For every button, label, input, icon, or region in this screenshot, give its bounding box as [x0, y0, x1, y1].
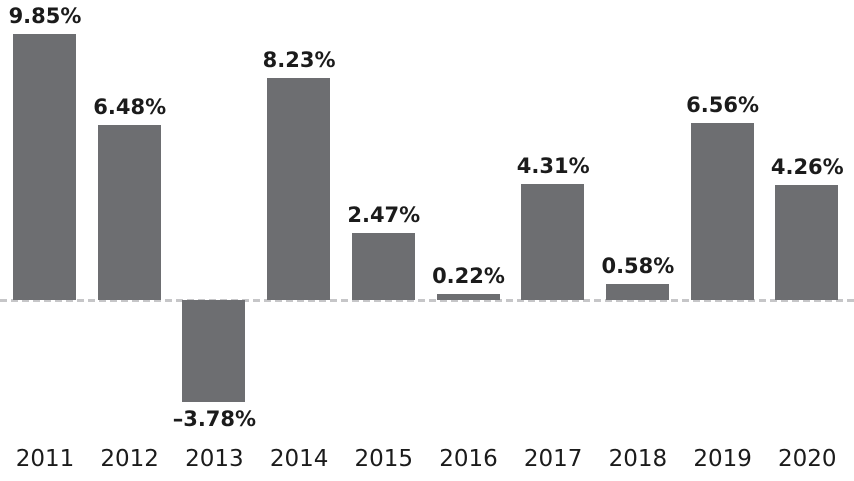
x-axis-tick-label: 2011 — [15, 446, 75, 472]
bar — [182, 300, 246, 402]
zero-baseline — [0, 299, 854, 302]
bar-value-label: 6.56% — [686, 92, 760, 117]
bar — [775, 185, 839, 300]
bar — [521, 184, 585, 300]
bar — [267, 78, 331, 300]
bar-column: –3.78% 2013 — [173, 0, 256, 481]
x-axis-tick-label: 2014 — [269, 446, 329, 472]
bar — [436, 294, 500, 300]
bar-column: 4.26% 2020 — [771, 0, 844, 481]
bar-value-label: 8.23% — [262, 47, 336, 72]
bar — [351, 233, 415, 300]
bar — [605, 284, 669, 300]
bar — [13, 34, 76, 300]
bar-value-label: 6.48% — [93, 94, 167, 119]
bar-column: 8.23% 2014 — [263, 0, 336, 481]
bar-value-label: 4.26% — [770, 154, 844, 179]
bar-value-label: 9.85% — [8, 3, 82, 28]
x-axis-tick-label: 2013 — [185, 446, 244, 472]
x-axis-tick-label: 2016 — [439, 446, 498, 472]
bar — [690, 123, 754, 300]
bar-value-label: 4.31% — [516, 153, 590, 178]
x-axis-tick-label: 2015 — [354, 446, 414, 472]
bar-column: 6.48% 2012 — [93, 0, 166, 481]
x-axis-tick-label: 2018 — [608, 446, 668, 472]
bar-column: 9.85% 2011 — [9, 0, 82, 481]
x-axis-tick-label: 2017 — [523, 446, 583, 472]
x-axis-tick-label: 2012 — [100, 446, 159, 472]
bar-column: 6.56% 2019 — [686, 0, 759, 481]
bar-value-label: –3.78% — [172, 407, 257, 431]
x-axis-tick-label: 2019 — [693, 446, 752, 472]
bar-column: 2.47% 2015 — [347, 0, 420, 481]
bar-value-label: 2.47% — [347, 202, 421, 227]
bar-column: 0.58% 2018 — [601, 0, 674, 481]
bar-value-label: 0.58% — [601, 253, 675, 278]
bar-column: 0.22% 2016 — [432, 0, 505, 481]
bar-value-label: 0.22% — [432, 263, 505, 288]
x-axis-tick-label: 2020 — [778, 446, 837, 472]
bar-column: 4.31% 2017 — [517, 0, 590, 481]
bar — [97, 125, 161, 300]
